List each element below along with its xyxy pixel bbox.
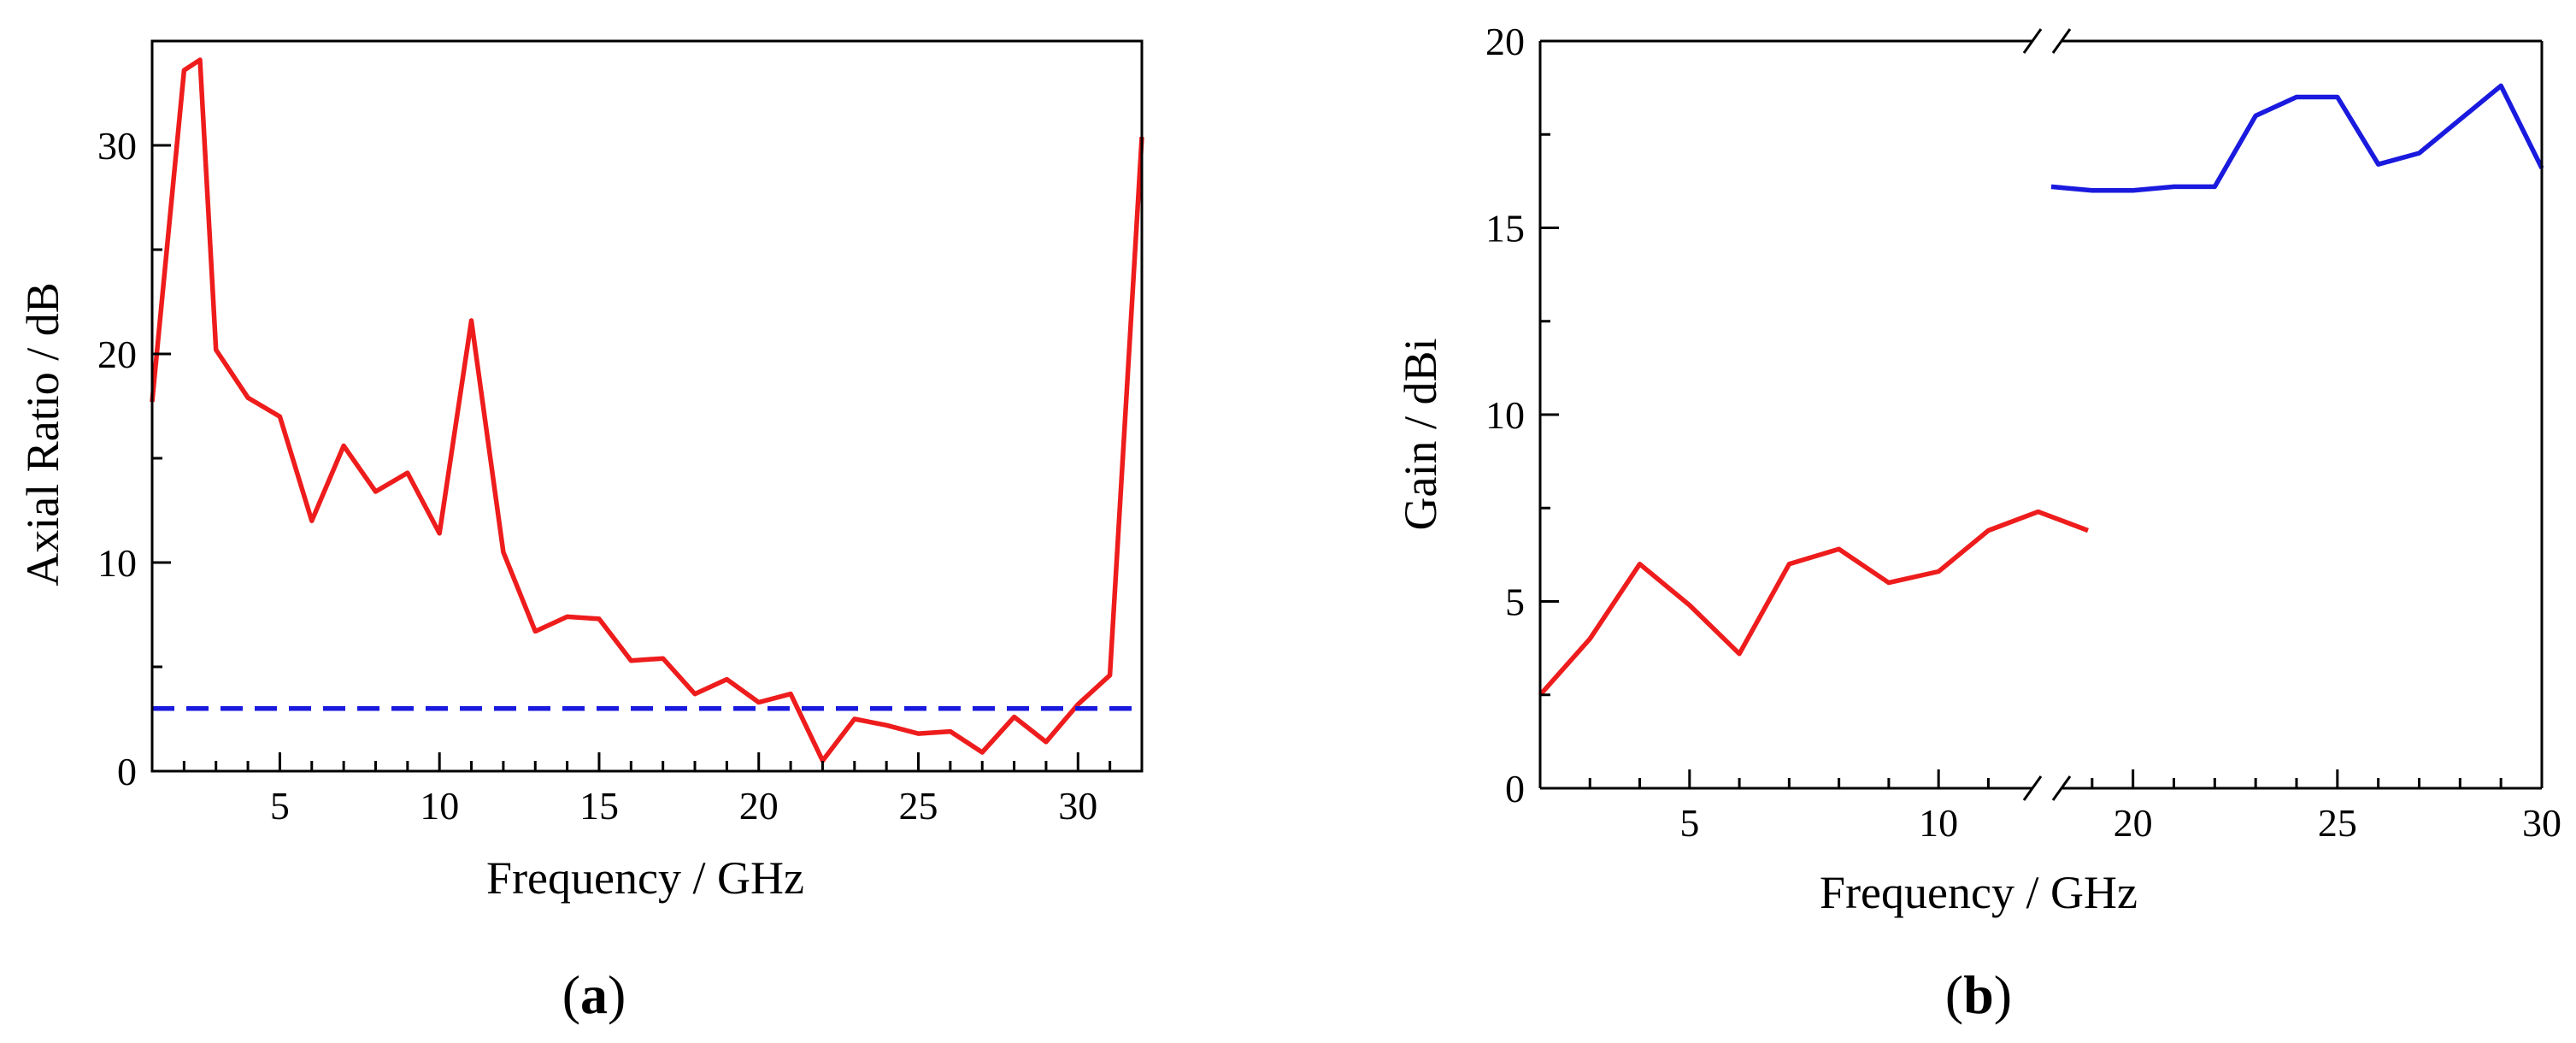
panel-b-y-axis-title: Gain / dBi: [1395, 339, 1446, 531]
panel-b-x-tick-label: 5: [1679, 801, 1699, 845]
panel-a-x-tick-label: 5: [270, 784, 290, 828]
panel-a-chart: 5 10 15 20 25 30 0 10 20 30 Frequency / GHz Axial…: [17, 39, 1144, 1025]
panel-a-x-tick-label: 20: [739, 784, 779, 828]
panel-b-label: (b): [1945, 964, 2012, 1025]
panel-a-x-tick-label: 30: [1058, 784, 1097, 828]
panel-b-axis-break-mark: [2022, 28, 2043, 54]
panel-b-y-tick-label: 0: [1505, 767, 1525, 810]
panel-b-label-letter: b: [1963, 964, 1994, 1025]
panel-b-axis-break-mark: [2051, 28, 2072, 54]
panel-b-series-0-line: [1538, 509, 2089, 697]
panel-a-x-tick-label: 15: [579, 784, 619, 828]
panel-b-chart: 5 10 20 25 30 0 5 10 15 20 Frequency / GHz Gain /…: [1395, 20, 2561, 1025]
panel-b-x-tick-label: 25: [2318, 801, 2357, 845]
panel-a-label: (a): [562, 964, 626, 1025]
panel-a-series-group: [150, 57, 1144, 763]
panel-a-label-letter: a: [580, 964, 608, 1025]
panel-a-series-0-line: [150, 57, 1144, 763]
panel-a-y-tick-label: 30: [97, 124, 137, 168]
panel-a-ticks: 5 10 15 20 25 30 0 10 20 30: [97, 39, 1144, 828]
panel-a-y-tick-label: 20: [97, 333, 137, 376]
panel-b-y-tick-label: 15: [1485, 207, 1525, 250]
panel-b-y-tick-label: 10: [1485, 393, 1525, 437]
panel-b-axis-break-mark: [2022, 775, 2043, 801]
panel-a-y-tick-label: 0: [117, 750, 137, 793]
panel-a-x-axis-title: Frequency / GHz: [486, 852, 804, 904]
panel-b-y-tick-label: 5: [1505, 580, 1525, 624]
panel-b-series-1-line: [2050, 83, 2544, 193]
panel-b-y-tick-label: 20: [1485, 20, 1525, 63]
panel-b-series-group: [1538, 83, 2544, 697]
panel-b-ticks: 5 10 20 25 30 0 5 10 15 20: [1485, 20, 2561, 845]
panel-b-axes: [1538, 28, 2544, 801]
panel-a-y-tick-label: 10: [97, 541, 137, 585]
panel-a-plot-frame: [150, 39, 1144, 773]
panel-a-axes: [150, 39, 1144, 773]
panel-b-x-tick-label: 10: [1919, 801, 1958, 845]
panel-b-x-tick-label: 20: [2114, 801, 2153, 845]
panel-a-x-tick-label: 25: [899, 784, 938, 828]
panel-b-x-tick-label: 30: [2522, 801, 2561, 845]
panel-a-y-axis-title: Axial Ratio / dB: [17, 282, 68, 586]
panel-a-x-tick-label: 10: [420, 784, 459, 828]
panel-b-axis-break-mark: [2051, 775, 2072, 801]
panel-b-x-axis-title: Frequency / GHz: [1820, 867, 2138, 918]
